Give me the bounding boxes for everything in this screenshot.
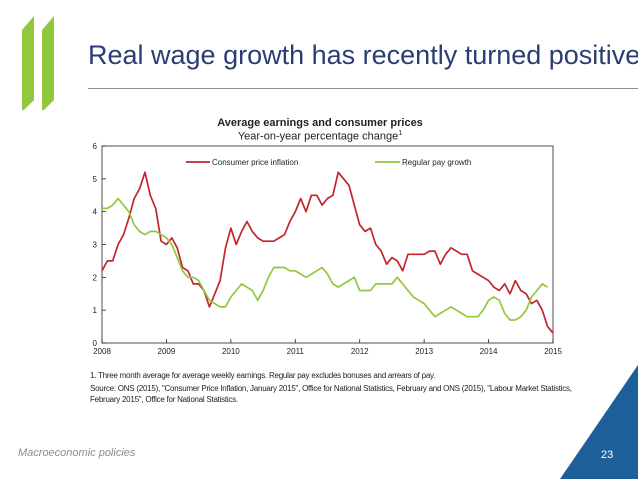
- x-tick-label: 2013: [415, 347, 433, 356]
- chart-title: Average earnings and consumer prices: [217, 117, 423, 129]
- chart-subtitle-footnote-marker: 1: [398, 130, 403, 137]
- x-tick-label: 2008: [93, 347, 111, 356]
- y-tick-label: 6: [93, 142, 98, 151]
- series-line-regular-pay-growth: [102, 197, 549, 321]
- chart-footnote: 1. Three month average for average weekl…: [90, 371, 436, 380]
- title-divider: [88, 88, 638, 89]
- chart-subtitle: Year-on-year percentage change1: [90, 130, 550, 143]
- x-tick-label: 2015: [544, 347, 562, 356]
- chart-subtitle-text: Year-on-year percentage change: [237, 130, 399, 143]
- page-number: 23: [601, 449, 614, 461]
- legend-label: Regular pay growth: [402, 158, 471, 167]
- footer-section-label: Macroeconomic policies: [18, 447, 136, 459]
- x-tick-label: 2012: [351, 347, 369, 356]
- y-tick-label: 1: [93, 306, 98, 315]
- slide-title: Real wage growth has recently turned pos…: [88, 40, 638, 70]
- logo-stripe-left: [22, 16, 34, 110]
- y-tick-label: 3: [93, 241, 98, 250]
- logo-stripe-right: [42, 16, 54, 110]
- x-tick-label: 2011: [287, 347, 305, 356]
- oecd-logo: [22, 16, 54, 110]
- series-line-consumer-price-inflation: [101, 171, 554, 334]
- y-tick-label: 4: [93, 208, 98, 217]
- y-tick-label: 0: [93, 339, 98, 348]
- y-tick-label: 5: [93, 175, 98, 184]
- x-tick-label: 2009: [158, 347, 176, 356]
- corner-triangle-shape: [560, 365, 638, 479]
- x-tick-label: 2010: [222, 347, 240, 356]
- y-tick-label: 2: [93, 273, 98, 282]
- chart-source: Source: ONS (2015), "Consumer Price Infl…: [90, 384, 572, 404]
- x-tick-label: 2014: [480, 347, 498, 356]
- legend-label: Consumer price inflation: [212, 158, 298, 167]
